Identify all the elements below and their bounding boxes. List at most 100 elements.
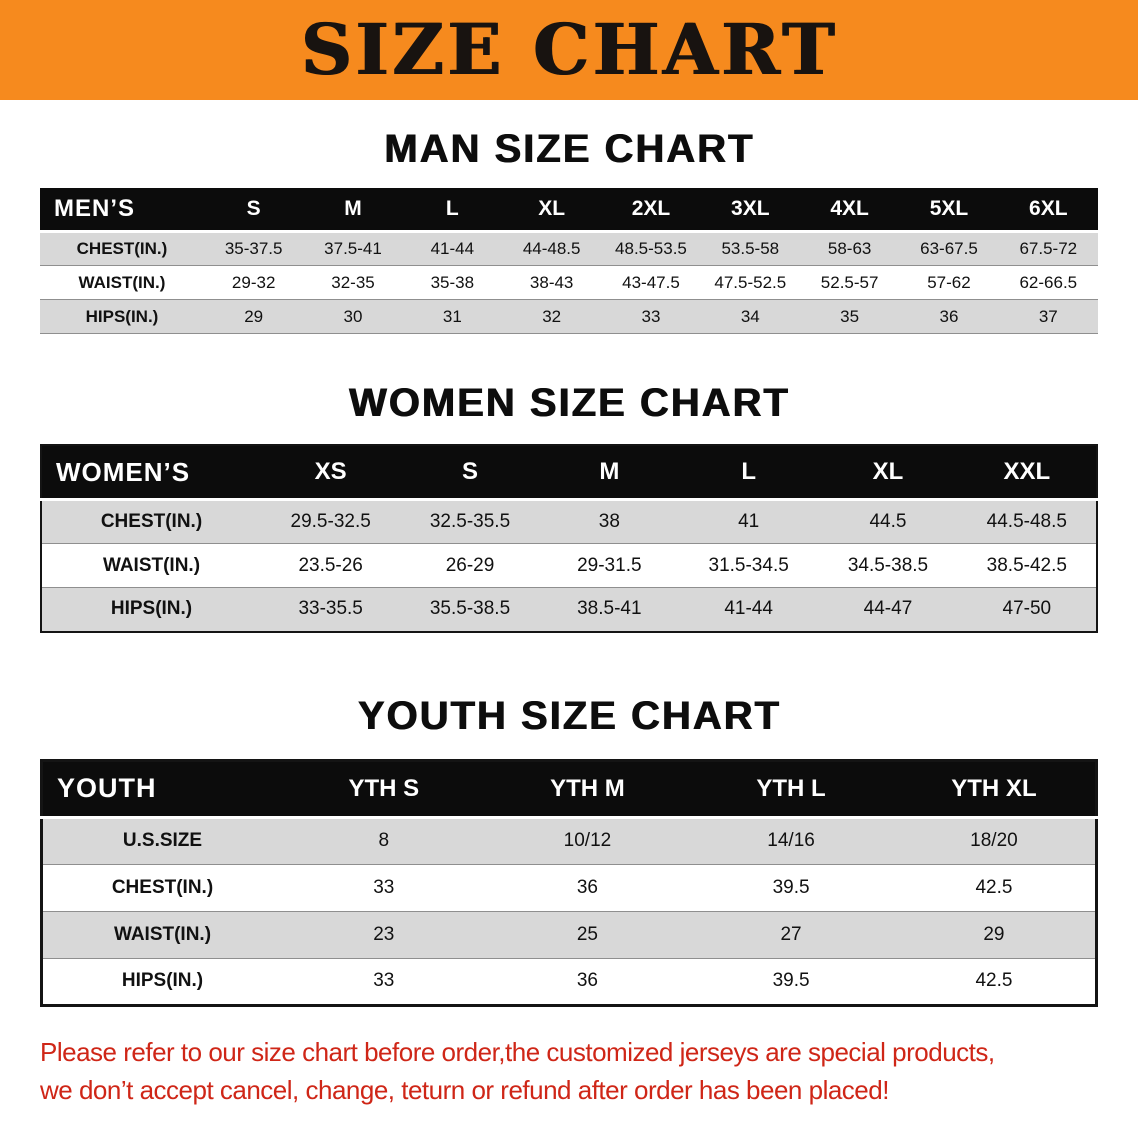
size-value-cell: 35-38 (430, 272, 475, 292)
size-value-cell: 44-47 (863, 598, 913, 620)
size-value-cell: 38.5-41 (577, 598, 642, 620)
size-table-header-row: MEN’S S M L XL 2XL 3XL 4XL 5XL 6XL (40, 188, 1098, 233)
size-value-cell: 29 (244, 306, 264, 326)
table-corner-label: YOUTH (41, 760, 282, 819)
measurement-row: CHEST(IN.) 35-37.5 37.5-41 41-44 44-48.5 48.5… (40, 231, 1098, 266)
size-value-cell: 41-44 (430, 239, 475, 258)
measurement-row: WAIST(IN.) 29-32 32-35 35-38 38-43 43-47.5 47.… (40, 266, 1098, 300)
size-value-cell: 53.5-58 (721, 239, 780, 258)
youth-section-heading: YOUTH SIZE CHART (357, 693, 781, 738)
measurement-row: CHEST(IN.) 33 36 39.5 42.5 (41, 864, 1097, 911)
measurement-row: WAIST(IN.) 23.5-26 26-29 29-31.5 31.5-34.5 34… (41, 544, 1097, 588)
size-value-cell: 37.5-41 (324, 239, 382, 258)
size-column-header: YTH S (282, 760, 486, 819)
size-value-cell: 34.5-38.5 (847, 554, 929, 576)
women-table-wrap: WOMEN’S XS S M L XL XXL CHEST(IN.) 29.5-32.5 32.5… (40, 444, 1098, 633)
disclaimer-line-1: Please refer to our size chart before or… (40, 1036, 995, 1067)
size-column-header: XL (501, 188, 602, 233)
measurement-label: HIPS(IN.) (85, 306, 159, 326)
size-value-cell: 48.5-53.5 (615, 239, 687, 258)
size-column-header: M (303, 188, 403, 233)
size-value-cell: 14/16 (767, 830, 815, 851)
size-column-header: 6XL (998, 188, 1098, 233)
measurement-label: HIPS(IN.) (121, 970, 204, 991)
size-value-cell: 63-67.5 (920, 239, 978, 258)
size-column-header: S (400, 445, 540, 501)
women-size-table: WOMEN’S XS S M L XL XXL CHEST(IN.) 29.5-32.5 32.5… (40, 444, 1098, 633)
measurement-row: U.S.SIZE 8 10/12 14/16 18/20 (41, 817, 1097, 864)
size-column-header: XXL (957, 445, 1097, 501)
size-value-cell: 32 (542, 306, 562, 326)
measurement-label: CHEST(IN.) (76, 239, 168, 258)
disclaimer-line-2: we don’t accept cancel, change, teturn o… (40, 1074, 889, 1105)
measurement-row: CHEST(IN.) 29.5-32.5 32.5-35.5 38 41 44.5 44.5… (41, 499, 1097, 544)
size-value-cell: 31.5-34.5 (708, 554, 789, 576)
size-value-cell: 43-47.5 (622, 272, 680, 292)
size-value-cell: 31 (442, 306, 462, 326)
measurement-label: WAIST(IN.) (78, 272, 166, 292)
women-section-heading: WOMEN SIZE CHART (348, 381, 790, 425)
youth-table-wrap: YOUTH YTH S YTH M YTH L YTH XL U.S.SIZE 8 10/12… (40, 758, 1098, 1007)
size-value-cell: 27 (780, 923, 802, 945)
disclaimer: Please refer to our size chart before or… (40, 1033, 1118, 1109)
size-column-header: L (402, 188, 502, 233)
size-column-header: YTH L (689, 760, 893, 819)
measurement-label: U.S.SIZE (122, 830, 203, 851)
page-title: SIZE CHART (300, 8, 838, 91)
size-value-cell: 32-35 (331, 272, 375, 292)
size-value-cell: 57-62 (927, 272, 971, 292)
men-size-table: MEN’S S M L XL 2XL 3XL 4XL 5XL 6XL CHEST(IN.) 35-37… (40, 188, 1098, 334)
size-column-header: YTH XL (892, 760, 1097, 819)
size-column-header: L (678, 445, 819, 501)
size-column-header: XL (818, 445, 958, 501)
measurement-row: HIPS(IN.) 33 36 39.5 42.5 (41, 958, 1097, 1005)
table-corner-label: WOMEN’S (41, 445, 261, 501)
size-value-cell: 44-48.5 (522, 239, 581, 258)
size-value-cell: 35.5-38.5 (429, 598, 511, 620)
size-value-cell: 38 (598, 511, 620, 532)
size-value-cell: 44.5 (869, 511, 907, 532)
size-value-cell: 10/12 (563, 830, 612, 851)
size-value-cell: 47.5-52.5 (714, 272, 787, 292)
size-value-cell: 42.5 (975, 970, 1013, 991)
size-value-cell: 23 (373, 923, 395, 945)
measurement-row: WAIST(IN.) 23 25 27 29 (41, 911, 1097, 958)
size-value-cell: 29 (983, 923, 1005, 945)
measurement-row: HIPS(IN.) 29 30 31 32 33 34 35 36 37 (40, 299, 1098, 334)
youth-size-table: YOUTH YTH S YTH M YTH L YTH XL U.S.SIZE 8 10/12… (40, 758, 1098, 1007)
size-value-cell: 26-29 (445, 554, 495, 576)
size-value-cell: 36 (576, 876, 598, 898)
size-value-cell: 58-63 (827, 239, 872, 258)
size-value-cell: 8 (378, 830, 390, 851)
size-value-cell: 67.5-72 (1019, 239, 1078, 258)
size-value-cell: 35-37.5 (224, 239, 283, 258)
size-value-cell: 52.5-57 (820, 272, 879, 292)
size-value-cell: 30 (343, 306, 363, 326)
table-corner-label: MEN’S (40, 188, 204, 233)
size-value-cell: 35 (840, 306, 860, 326)
size-value-cell: 38-43 (529, 272, 574, 292)
size-chart-page: SIZE CHART MAN SIZE CHART MEN’S S M L XL 2XL 3… (0, 0, 1138, 1109)
size-column-header: S (204, 188, 304, 233)
size-table-header-row: WOMEN’S XS S M L XL XXL (41, 445, 1097, 501)
size-value-cell: 25 (576, 923, 598, 945)
measurement-label: HIPS(IN.) (110, 598, 193, 620)
size-value-cell: 44.5-48.5 (986, 511, 1067, 532)
size-value-cell: 33 (373, 876, 395, 898)
size-value-cell: 29-31.5 (577, 554, 642, 576)
size-value-cell: 39.5 (772, 876, 810, 898)
size-value-cell: 33-35.5 (298, 598, 363, 620)
size-column-header: M (539, 445, 679, 501)
size-value-cell: 36 (576, 970, 598, 991)
youth-size-section: YOUTH SIZE CHART YOUTH YTH S YTH M YTH L YTH… (0, 693, 1138, 1007)
size-value-cell: 39.5 (772, 970, 810, 991)
size-value-cell: 29.5-32.5 (290, 511, 371, 532)
size-value-cell: 36 (939, 306, 959, 326)
size-value-cell: 32.5-35.5 (429, 511, 511, 532)
size-value-cell: 62-66.5 (1019, 272, 1078, 292)
size-value-cell: 41-44 (724, 598, 773, 620)
men-size-section: MAN SIZE CHART MEN’S S M L XL 2XL 3XL 4XL 5XL 6XL… (0, 126, 1138, 334)
size-value-cell: 23.5-26 (298, 554, 363, 576)
size-value-cell: 33 (641, 306, 661, 326)
size-value-cell: 38.5-42.5 (986, 554, 1067, 576)
